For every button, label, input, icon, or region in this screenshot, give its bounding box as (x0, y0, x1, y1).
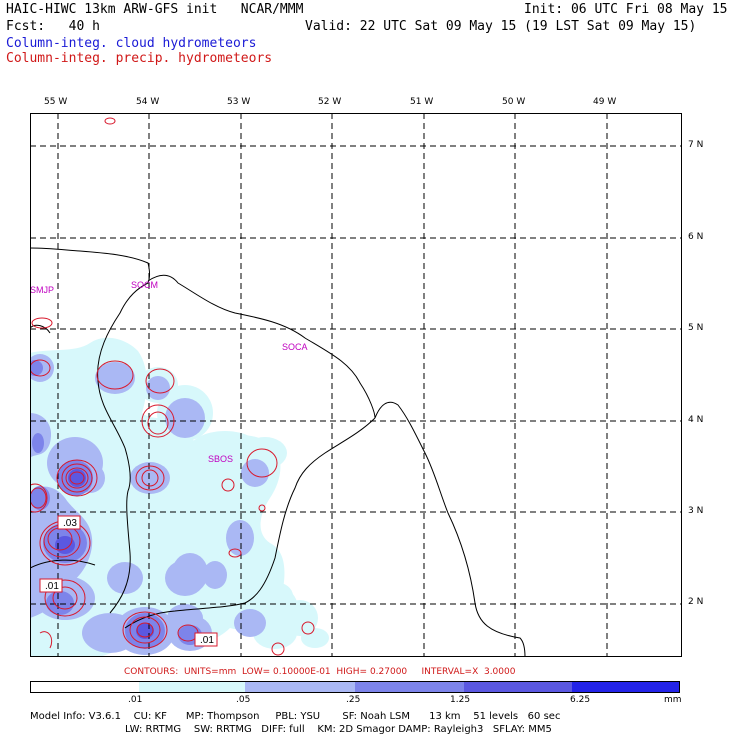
colorbar (30, 681, 680, 693)
colorbar-bin (245, 682, 355, 692)
colorbar-tick: 1.25 (450, 695, 471, 705)
contour-label: .01 (45, 581, 59, 592)
contour-labels: .03 .01 .01 (39, 515, 218, 647)
lat-label: 2 N (688, 597, 704, 607)
station-label: SOCA (282, 342, 308, 352)
station-label: SBOS (208, 454, 233, 464)
lat-label: 6 N (688, 232, 704, 242)
lat-label: 5 N (688, 323, 704, 333)
colorbar-tick: .25 (346, 695, 361, 705)
colorbar-bin (355, 682, 464, 692)
station-label: SOCM (131, 280, 158, 290)
lon-label: 51 W (410, 97, 434, 107)
colorbar-tick: .05 (236, 695, 251, 705)
map-frame (30, 113, 682, 657)
station-label: SMJP (30, 285, 54, 295)
header-title: HAIC-HIWC 13km ARW-GFS init NCAR/MMM (6, 2, 304, 17)
colorbar-bin (138, 682, 246, 692)
colorbar-tick: .01 (128, 695, 143, 705)
lat-label: 4 N (688, 415, 704, 425)
contour-info: CONTOURS: UNITS=mm LOW= 0.10000E-01 HIGH… (124, 667, 516, 677)
contour-label: .03 (63, 518, 77, 529)
init-time: Init: 06 UTC Fri 08 May 15 (524, 2, 728, 17)
valid-time: Valid: 22 UTC Sat 09 May 15 (19 LST Sat … (305, 19, 697, 34)
lon-label: 49 W (593, 97, 617, 107)
model-info-line1: Model Info: V3.6.1 CU: KF MP: Thompson P… (30, 711, 561, 722)
colorbar-units: mm (664, 695, 682, 705)
coastlines-borders (30, 247, 526, 657)
lon-label: 55 W (44, 97, 68, 107)
colorbar-tick: 6.25 (570, 695, 591, 705)
precip-contours (30, 117, 315, 656)
lon-label: 50 W (502, 97, 526, 107)
cloud-field-label: Column-integ. cloud hydrometeors (6, 36, 257, 51)
lat-label: 7 N (688, 140, 704, 150)
forecast-hour: Fcst: 40 h (6, 19, 100, 34)
lat-label: 3 N (688, 506, 704, 516)
hydrometeor-map: .03 .01 .01 SMJP SOCM SOCA SBOS (30, 113, 682, 657)
model-info-line2: LW: RRTMG SW: RRTMG DIFF: full KM: 2D Sm… (125, 724, 552, 735)
lon-label: 53 W (227, 97, 251, 107)
lon-label: 52 W (318, 97, 342, 107)
colorbar-bin (572, 682, 680, 692)
contour-label: .01 (200, 635, 214, 646)
colorbar-bin (463, 682, 573, 692)
lon-label: 54 W (136, 97, 160, 107)
lat-lon-grid (30, 113, 682, 657)
colorbar-bin (31, 682, 139, 692)
precip-field-label: Column-integ. precip. hydrometeors (6, 51, 273, 66)
